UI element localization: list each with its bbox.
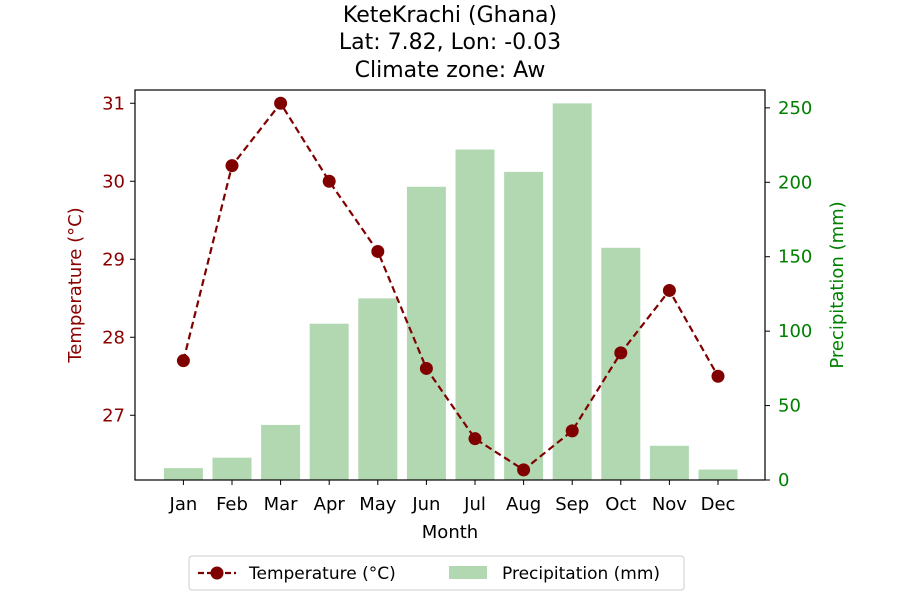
x-tick-label-feb: Feb bbox=[216, 494, 248, 515]
legend: Temperature (°C) Precipitation (mm) bbox=[188, 555, 685, 591]
temperature-line-group bbox=[176, 96, 725, 477]
chart-title-line-2: Lat: 7.82, Lon: -0.03 bbox=[339, 30, 561, 55]
precipitation-bar-jun bbox=[406, 186, 446, 480]
temperature-point-mar bbox=[274, 96, 288, 110]
precipitation-bar-feb bbox=[212, 457, 252, 480]
left-axis-label: Temperature (°C) bbox=[65, 207, 86, 363]
precipitation-bar-dec bbox=[698, 469, 738, 480]
precipitation-bar-oct bbox=[601, 247, 641, 480]
precipitation-bar-mar bbox=[261, 424, 301, 480]
right-tick-label-150: 150 bbox=[778, 247, 812, 268]
temperature-line bbox=[182, 101, 719, 472]
temperature-point-jan bbox=[176, 354, 190, 368]
precipitation-bar-sep bbox=[552, 103, 592, 481]
x-tick-label-may: May bbox=[359, 494, 397, 515]
x-tick-label-jan: Jan bbox=[169, 494, 198, 515]
temperature-point-aug bbox=[517, 463, 531, 477]
temperature-point-feb bbox=[225, 159, 239, 173]
left-tick-label-30: 30 bbox=[102, 171, 125, 192]
x-tick-label-nov: Nov bbox=[652, 494, 687, 515]
temperature-point-jun bbox=[419, 361, 433, 375]
legend-precipitation-label: Precipitation (mm) bbox=[502, 564, 660, 584]
temperature-point-jul bbox=[468, 432, 482, 446]
x-tick-label-sep: Sep bbox=[555, 494, 589, 515]
x-axis-label: Month bbox=[422, 522, 478, 543]
precipitation-bar-jul bbox=[455, 149, 495, 480]
x-tick-label-oct: Oct bbox=[605, 494, 636, 515]
x-tick-label-mar: Mar bbox=[264, 494, 299, 515]
x-tick-label-jul: Jul bbox=[463, 494, 486, 515]
right-tick-label-100: 100 bbox=[778, 321, 812, 342]
right-axis-label: Precipitation (mm) bbox=[827, 201, 848, 368]
right-tick-label-50: 50 bbox=[778, 396, 801, 417]
left-tick-label-31: 31 bbox=[102, 93, 125, 114]
precipitation-bar-jan bbox=[163, 468, 203, 480]
left-axis-ticks: 27 28 29 30 31 bbox=[102, 93, 135, 426]
precipitation-bar-apr bbox=[309, 323, 349, 480]
left-tick-label-28: 28 bbox=[102, 327, 125, 348]
legend-temperature-label: Temperature (°C) bbox=[248, 564, 396, 584]
temperature-point-nov bbox=[662, 283, 676, 297]
right-tick-label-0: 0 bbox=[778, 470, 789, 491]
precipitation-bar-aug bbox=[504, 171, 544, 480]
legend-box bbox=[188, 555, 685, 591]
x-axis-ticks: Jan Feb Mar Apr May Jun Jul Aug Sep Oct Nov Dec bbox=[169, 480, 736, 515]
plot-frame bbox=[134, 89, 766, 481]
x-tick-label-aug: Aug bbox=[506, 494, 541, 515]
right-tick-label-200: 200 bbox=[778, 172, 812, 193]
precipitation-bars bbox=[163, 103, 738, 481]
precipitation-bar-may bbox=[358, 298, 398, 480]
right-axis-ticks: 0 50 100 150 200 250 bbox=[765, 98, 812, 491]
chart-title-line-1: KeteKrachi (Ghana) bbox=[343, 3, 557, 28]
right-tick-label-250: 250 bbox=[778, 98, 812, 119]
temperature-point-dec bbox=[711, 369, 725, 383]
temperature-point-sep bbox=[565, 424, 579, 438]
x-tick-label-jun: Jun bbox=[411, 494, 440, 515]
temperature-point-may bbox=[371, 244, 385, 258]
left-tick-label-27: 27 bbox=[102, 405, 125, 426]
chart-title-line-3: Climate zone: Aw bbox=[355, 58, 546, 83]
temperature-point-oct bbox=[614, 346, 628, 360]
legend-temperature-marker bbox=[210, 566, 224, 580]
x-tick-label-dec: Dec bbox=[701, 494, 736, 515]
legend-precipitation-swatch bbox=[449, 566, 487, 579]
temperature-point-apr bbox=[322, 174, 336, 188]
precipitation-bar-nov bbox=[649, 445, 689, 480]
x-tick-label-apr: Apr bbox=[314, 494, 346, 515]
left-tick-label-29: 29 bbox=[102, 249, 125, 270]
